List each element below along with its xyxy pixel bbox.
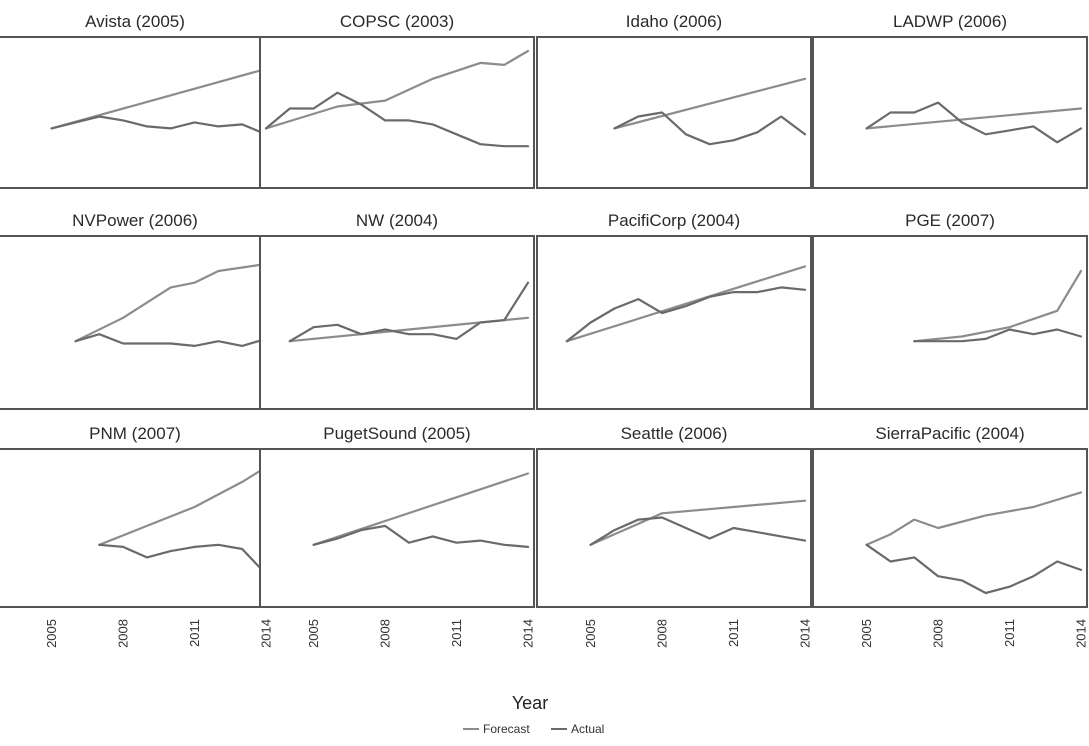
x-tick-label: 2014 bbox=[798, 619, 813, 648]
panel-frame bbox=[812, 235, 1088, 410]
facet-title: NVPower (2006) bbox=[72, 211, 198, 230]
x-tick-label: 2005 bbox=[859, 619, 874, 648]
forecast-line bbox=[74, 262, 268, 343]
facet-title: PacifiCorp (2004) bbox=[608, 211, 740, 230]
panel-frame bbox=[0, 235, 273, 410]
actual-line bbox=[74, 333, 268, 347]
facet-title: Idaho (2006) bbox=[626, 12, 722, 31]
x-tick-label: 2011 bbox=[1002, 619, 1017, 647]
actual-line bbox=[288, 281, 530, 343]
panel-frame bbox=[259, 235, 535, 410]
panel-frame bbox=[812, 448, 1088, 608]
facet-idaho-2006: Idaho (2006) bbox=[536, 12, 812, 189]
facet-title: PugetSound (2005) bbox=[323, 424, 470, 443]
actual-line bbox=[312, 524, 530, 549]
actual-line bbox=[865, 543, 1083, 595]
forecast-line bbox=[865, 107, 1083, 130]
x-tick-label: 2008 bbox=[931, 619, 946, 648]
facet-pge-2007: PGE (2007) bbox=[812, 211, 1088, 410]
forecast-line bbox=[565, 265, 807, 343]
x-tick-label: 2005 bbox=[306, 619, 321, 648]
panel-frame bbox=[0, 448, 273, 608]
facet-title: Avista (2005) bbox=[85, 12, 185, 31]
actual-line bbox=[264, 91, 530, 148]
forecast-line bbox=[613, 77, 807, 130]
facet-copsc-2003: COPSC (2003) bbox=[259, 12, 535, 189]
x-tick-label: 2008 bbox=[116, 619, 131, 648]
panel-frame bbox=[536, 235, 812, 410]
x-tick-label: 2008 bbox=[655, 619, 670, 648]
actual-line bbox=[913, 328, 1083, 343]
facet-title: SierraPacific (2004) bbox=[875, 424, 1024, 443]
forecast-line bbox=[312, 472, 530, 546]
x-tick-label: 2014 bbox=[521, 619, 536, 648]
x-tick-label: 2014 bbox=[1074, 619, 1089, 648]
facet-title: NW (2004) bbox=[356, 211, 438, 230]
legend-label-actual: Actual bbox=[571, 722, 604, 736]
facet-sierrapacific-2004: SierraPacific (2004) bbox=[812, 424, 1088, 608]
x-tick-label: 2011 bbox=[187, 619, 202, 647]
legend-label-forecast: Forecast bbox=[483, 722, 530, 736]
panel-frame bbox=[259, 36, 535, 189]
facet-nw-2004: NW (2004) bbox=[259, 211, 535, 410]
actual-line bbox=[98, 543, 268, 576]
facet-title: PGE (2007) bbox=[905, 211, 995, 230]
facet-pnm-2007: PNM (2007) bbox=[0, 424, 273, 608]
facet-nvpower-2006: NVPower (2006) bbox=[0, 211, 273, 410]
facet-pacificorp-2004: PacifiCorp (2004) bbox=[536, 211, 812, 410]
actual-line bbox=[613, 111, 807, 146]
actual-line bbox=[565, 286, 807, 343]
actual-line bbox=[589, 516, 807, 546]
panel-frame bbox=[536, 448, 812, 608]
facet-title: COPSC (2003) bbox=[340, 12, 454, 31]
x-tick-label: 2011 bbox=[726, 619, 741, 647]
facet-title: LADWP (2006) bbox=[893, 12, 1007, 31]
forecast-line bbox=[589, 499, 807, 546]
x-axis-title: Year bbox=[512, 693, 548, 713]
x-tick-label: 2008 bbox=[378, 619, 393, 648]
x-tick-label: 2005 bbox=[583, 619, 598, 648]
x-tick-label: 2011 bbox=[449, 619, 464, 647]
facet-seattle-2006: Seattle (2006) bbox=[536, 424, 812, 608]
facet-title: PNM (2007) bbox=[89, 424, 181, 443]
x-tick-label: 2014 bbox=[259, 619, 274, 648]
panel-frame bbox=[0, 36, 273, 189]
facet-title: Seattle (2006) bbox=[621, 424, 728, 443]
actual-line bbox=[50, 115, 268, 136]
facet-pugetsound-2005: PugetSound (2005) bbox=[259, 424, 535, 608]
panel-frame bbox=[259, 448, 535, 608]
forecast-line bbox=[865, 491, 1083, 546]
facet-ladwp-2006: LADWP (2006) bbox=[812, 12, 1088, 189]
forecast-line bbox=[264, 49, 530, 130]
x-tick-label: 2005 bbox=[44, 619, 59, 648]
facet-avista-2005: Avista (2005) bbox=[0, 12, 273, 189]
actual-line bbox=[865, 101, 1083, 144]
legend: Forecast Actual bbox=[463, 722, 604, 736]
forecast-line bbox=[98, 466, 268, 546]
forecast-line bbox=[913, 269, 1083, 343]
